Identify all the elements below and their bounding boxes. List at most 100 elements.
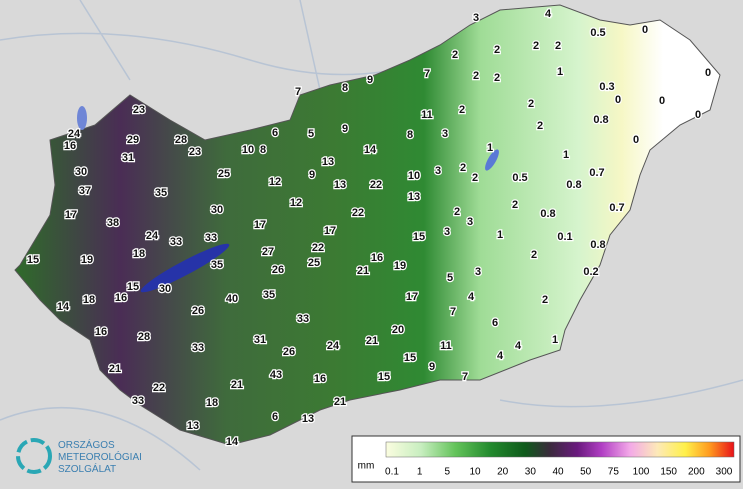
station-value: 35 xyxy=(263,289,275,301)
station-value: 33 xyxy=(297,313,309,325)
legend-tick-label: 75 xyxy=(608,467,620,478)
station-value: 7 xyxy=(295,86,301,98)
lake-balaton xyxy=(140,243,230,293)
station-value: 2 xyxy=(533,40,539,52)
station-value: 0.8 xyxy=(566,179,581,191)
station-value: 2 xyxy=(555,40,561,52)
station-value: 2 xyxy=(512,199,518,211)
station-value: 21 xyxy=(334,396,346,408)
station-value: 18 xyxy=(83,294,95,306)
station-value: 7 xyxy=(462,371,468,383)
station-value: 12 xyxy=(290,197,302,209)
station-value: 35 xyxy=(211,259,223,271)
station-value: 15 xyxy=(378,371,390,383)
station-value: 0.1 xyxy=(557,231,572,243)
logo-mark xyxy=(16,438,52,474)
station-value: 2 xyxy=(460,162,466,174)
station-value: 20 xyxy=(392,324,404,336)
station-value: 21 xyxy=(109,363,121,375)
station-value: 9 xyxy=(309,169,315,181)
station-value: 25 xyxy=(308,257,320,269)
station-value: 21 xyxy=(366,335,378,347)
station-value: 14 xyxy=(364,144,377,156)
station-value: 35 xyxy=(155,187,167,199)
station-value: 40 xyxy=(226,293,238,305)
legend-tick-label: 20 xyxy=(497,467,509,478)
station-value: 19 xyxy=(394,260,406,272)
station-value: 1 xyxy=(487,142,493,154)
station-value: 33 xyxy=(192,342,204,354)
station-value: 14 xyxy=(226,436,239,448)
station-value: 28 xyxy=(138,331,150,343)
lake-tisza xyxy=(485,149,499,171)
station-value: 0.5 xyxy=(590,27,605,39)
rivers xyxy=(0,0,743,471)
station-value: 0.7 xyxy=(589,167,604,179)
logo-line: SZOLGÁLAT xyxy=(58,462,116,475)
station-value: 16 xyxy=(115,292,127,304)
station-value: 1 xyxy=(497,229,503,241)
station-value: 37 xyxy=(79,185,91,197)
station-value: 22 xyxy=(352,207,364,219)
station-value: 0 xyxy=(705,67,711,79)
station-value: 29 xyxy=(127,134,139,146)
legend-tick-label: 300 xyxy=(716,467,733,478)
station-value: 13 xyxy=(408,191,420,203)
station-value: 0.2 xyxy=(583,266,598,278)
station-value: 0.5 xyxy=(512,172,527,184)
station-value: 0.3 xyxy=(599,81,614,93)
station-value: 4 xyxy=(545,8,552,20)
station-value: 11 xyxy=(421,109,433,121)
station-value: 0.8 xyxy=(593,114,608,126)
station-value: 21 xyxy=(231,379,243,391)
station-value: 23 xyxy=(189,146,201,158)
station-value: 18 xyxy=(206,397,218,409)
station-value: 0 xyxy=(642,24,648,36)
station-value: 11 xyxy=(440,340,452,352)
station-value: 5 xyxy=(308,128,314,140)
station-value: 2 xyxy=(452,49,458,61)
station-value: 33 xyxy=(132,395,144,407)
station-value: 0.8 xyxy=(540,208,555,220)
station-value: 6 xyxy=(272,411,278,423)
station-value: 38 xyxy=(107,217,119,229)
station-value: 16 xyxy=(314,373,326,385)
station-value: 1 xyxy=(552,334,558,346)
station-value: 10 xyxy=(242,144,254,156)
station-value: 22 xyxy=(153,382,165,394)
legend-tick-label: 150 xyxy=(660,467,677,478)
legend-tick-label: 200 xyxy=(688,467,705,478)
logo: ORSZÁGOS METEOROLÓGIAI SZOLGÁLAT xyxy=(16,438,142,475)
station-value: 13 xyxy=(322,156,334,168)
logo-line: METEOROLÓGIAI xyxy=(58,450,142,463)
station-value: 2 xyxy=(537,120,543,132)
hungary xyxy=(14,4,721,446)
station-value: 25 xyxy=(218,168,230,180)
station-value: 9 xyxy=(367,74,373,86)
station-value: 2 xyxy=(459,104,465,116)
station-value: 12 xyxy=(269,176,281,188)
station-value: 3 xyxy=(442,128,448,140)
station-value: 8 xyxy=(342,82,348,94)
station-value: 15 xyxy=(404,352,416,364)
legend-tick-label: 100 xyxy=(633,467,650,478)
station-value: 33 xyxy=(205,232,217,244)
station-value: 0 xyxy=(615,94,621,106)
station-value: 7 xyxy=(424,68,430,80)
station-value: 19 xyxy=(81,254,93,266)
station-value: 26 xyxy=(272,264,284,276)
station-value: 3 xyxy=(467,216,473,228)
station-value: 6 xyxy=(272,127,278,139)
station-value: 14 xyxy=(57,301,70,313)
station-value: 15 xyxy=(413,231,425,243)
lake-ferto xyxy=(77,106,87,130)
station-value: 24 xyxy=(327,340,340,352)
station-value: 8 xyxy=(407,129,413,141)
station-value: 8 xyxy=(260,144,266,156)
station-value: 3 xyxy=(475,266,481,278)
station-value: 3 xyxy=(473,12,479,24)
station-value: 16 xyxy=(95,326,107,338)
station-value: 30 xyxy=(159,283,171,295)
station-value: 17 xyxy=(254,219,266,231)
